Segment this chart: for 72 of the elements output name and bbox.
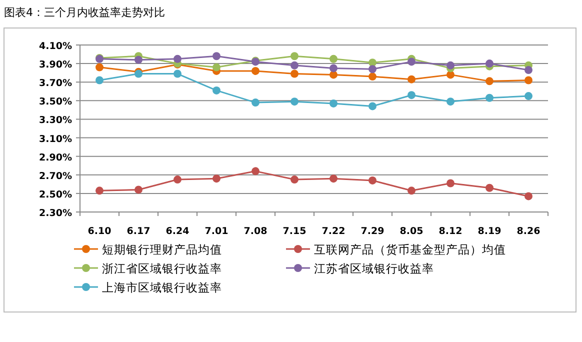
point — [408, 75, 416, 84]
point — [446, 98, 454, 106]
point — [290, 52, 298, 60]
x-tick-label: 7.29 — [360, 226, 384, 237]
point — [368, 176, 376, 184]
x-tick-label: 6.17 — [126, 226, 150, 237]
point — [174, 54, 182, 63]
point — [174, 70, 182, 78]
point — [174, 176, 182, 184]
point — [368, 65, 376, 74]
point — [330, 54, 338, 63]
point — [408, 91, 416, 100]
y-tick-label: 3.90% — [39, 60, 72, 71]
point — [486, 77, 494, 86]
point — [134, 186, 142, 194]
legend-label: 浙江省区域银行收益率 — [102, 262, 222, 276]
point — [408, 58, 416, 66]
point — [212, 52, 220, 60]
legend-label: 江苏省区域银行收益率 — [314, 262, 434, 276]
x-tick-label: 7.08 — [244, 226, 268, 237]
legend-label: 上海市区域银行收益率 — [102, 280, 222, 294]
point — [212, 63, 220, 72]
point — [446, 179, 454, 188]
point — [486, 94, 494, 102]
point — [134, 56, 142, 64]
x-tick-label: 6.10 — [88, 226, 112, 237]
y-tick-label: 2.50% — [39, 189, 72, 200]
point — [368, 102, 376, 110]
x-tick-label: 7.22 — [322, 226, 346, 237]
y-tick-label: 2.30% — [39, 208, 72, 219]
y-tick-label: 3.50% — [39, 96, 72, 108]
point — [486, 60, 494, 68]
point — [290, 176, 298, 184]
point — [252, 167, 260, 176]
point — [212, 86, 220, 94]
point — [330, 99, 338, 108]
point — [446, 61, 454, 70]
point — [524, 92, 532, 100]
y-tick-label: 2.70% — [39, 170, 72, 182]
chart-title: 图表4：三个月内收益率走势对比 — [4, 6, 165, 19]
point — [330, 174, 338, 183]
point — [486, 184, 494, 192]
x-tick-label: 8.26 — [516, 226, 541, 237]
x-tick-label: 7.15 — [282, 226, 306, 237]
point — [368, 72, 376, 81]
x-tick-label: 8.19 — [478, 226, 502, 237]
x-tick-label: 7.01 — [204, 226, 228, 237]
y-tick-label: 4.10% — [39, 41, 72, 52]
legend-label: 短期银行理财产品均值 — [102, 242, 222, 256]
point — [290, 61, 298, 70]
point — [96, 186, 104, 195]
x-tick-label: 8.12 — [438, 226, 462, 237]
y-tick-label: 2.90% — [39, 152, 72, 164]
legend-label: 互联网产品（货币基金型产品）均值 — [314, 242, 506, 256]
point — [252, 66, 260, 75]
y-tick-label: 3.70% — [39, 78, 72, 90]
x-tick-label: 8.05 — [400, 226, 424, 237]
point — [96, 63, 104, 72]
y-tick-label: 3.10% — [39, 134, 72, 145]
point — [290, 70, 298, 78]
point — [212, 174, 220, 183]
point — [524, 192, 532, 200]
point — [330, 64, 338, 72]
x-tick-label: 6.24 — [166, 226, 190, 237]
point — [408, 186, 416, 195]
point — [368, 58, 376, 67]
point — [524, 76, 532, 84]
point — [96, 76, 104, 84]
y-tick-label: 3.30% — [39, 115, 72, 126]
point — [290, 98, 298, 106]
point — [252, 98, 260, 107]
point — [524, 66, 532, 74]
